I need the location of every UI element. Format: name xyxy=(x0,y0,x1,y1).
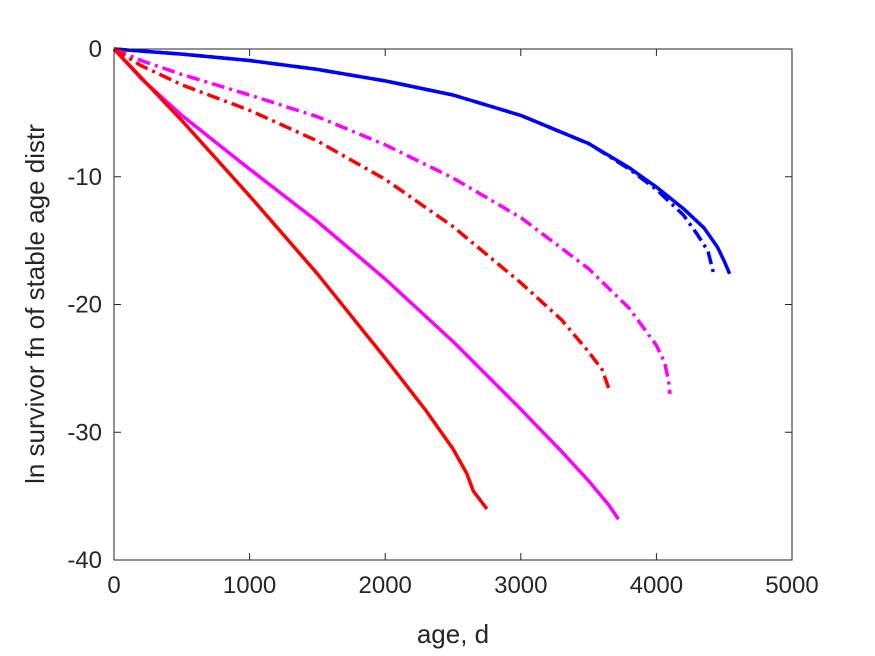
y-tick-label: -10 xyxy=(67,164,102,191)
x-tick-label: 2000 xyxy=(359,572,412,599)
series-line-2 xyxy=(113,47,716,274)
x-tick-label: 5000 xyxy=(765,572,818,599)
x-tick-label: 0 xyxy=(107,572,120,599)
x-tick-label: 3000 xyxy=(494,572,547,599)
series-line-3 xyxy=(113,47,672,395)
tick-layer: 0 1000 2000 3000 4000 5000 0 -10 -20 -30 -40 xyxy=(67,36,818,599)
series-layer xyxy=(112,47,732,521)
series-line-6 xyxy=(112,47,489,510)
x-axis-label: age, d xyxy=(417,619,489,649)
y-tick-label: -30 xyxy=(67,419,102,446)
y-tick-label: 0 xyxy=(89,36,102,63)
series-line-5 xyxy=(112,47,620,521)
series-line-4 xyxy=(113,47,611,390)
y-axis-label: ln survivor fn of stable age distr xyxy=(20,124,50,484)
x-tick-label: 4000 xyxy=(630,572,683,599)
plot-area xyxy=(114,49,792,560)
x-tick-label: 1000 xyxy=(223,572,276,599)
y-tick-label: -20 xyxy=(67,292,102,319)
y-tick-label: -40 xyxy=(67,547,102,574)
